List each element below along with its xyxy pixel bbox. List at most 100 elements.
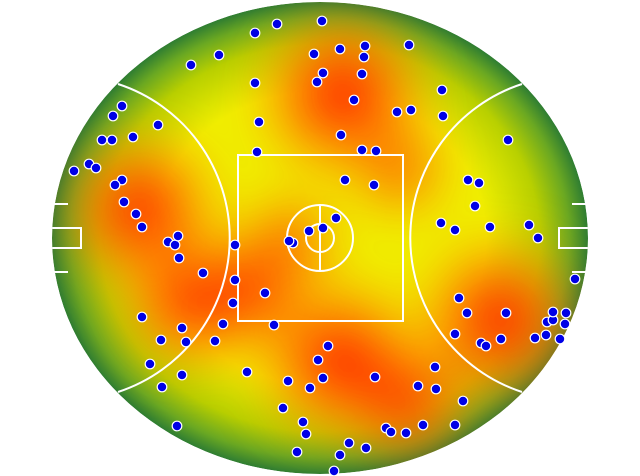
data-point	[343, 437, 355, 449]
data-point	[334, 43, 346, 55]
data-point	[547, 306, 559, 318]
data-point	[268, 319, 280, 331]
data-point	[356, 68, 368, 80]
data-point	[171, 420, 183, 432]
data-point	[560, 307, 572, 319]
hotspot-core	[377, 147, 423, 193]
data-point	[391, 106, 403, 118]
data-point	[348, 94, 360, 106]
data-point	[403, 39, 415, 51]
data-point	[453, 292, 465, 304]
data-point	[300, 428, 312, 440]
data-point	[370, 145, 382, 157]
data-point	[283, 235, 295, 247]
data-point	[559, 318, 571, 330]
data-point	[540, 329, 552, 341]
right-goal-square	[558, 227, 588, 249]
data-point	[155, 334, 167, 346]
data-point	[529, 332, 541, 344]
data-point	[185, 59, 197, 71]
data-point	[136, 221, 148, 233]
data-point	[297, 416, 309, 428]
data-point	[500, 307, 512, 319]
data-point	[322, 340, 334, 352]
centre-square	[237, 154, 404, 322]
data-point	[462, 174, 474, 186]
data-point	[449, 328, 461, 340]
hotspot-core	[297, 317, 383, 403]
data-point	[437, 110, 449, 122]
data-point	[241, 366, 253, 378]
data-point	[480, 340, 492, 352]
data-point	[176, 369, 188, 381]
data-point	[251, 146, 263, 158]
data-point	[229, 239, 241, 251]
data-point	[436, 84, 448, 96]
data-points	[68, 15, 581, 476]
data-point	[253, 116, 265, 128]
data-point	[90, 162, 102, 174]
left-arc	[117, 83, 231, 393]
data-point	[495, 333, 507, 345]
data-point	[109, 179, 121, 191]
data-point	[484, 221, 496, 233]
data-point	[358, 51, 370, 63]
data-point	[400, 427, 412, 439]
hotspot-core	[298, 50, 388, 140]
data-point	[127, 131, 139, 143]
data-point	[176, 322, 188, 334]
data-point	[317, 222, 329, 234]
data-point	[217, 318, 229, 330]
hotspot-core	[154, 264, 226, 336]
data-point	[449, 224, 461, 236]
data-point	[532, 232, 544, 244]
data-point	[68, 165, 80, 177]
data-point	[156, 381, 168, 393]
data-point	[311, 76, 323, 88]
data-point	[317, 372, 329, 384]
data-point	[116, 100, 128, 112]
data-point	[277, 402, 289, 414]
data-point	[304, 382, 316, 394]
data-point	[213, 49, 225, 61]
data-point	[118, 196, 130, 208]
data-point	[227, 297, 239, 309]
data-point	[291, 446, 303, 458]
hotspot-core	[371, 366, 439, 434]
data-point	[360, 442, 372, 454]
hotspot-core	[99, 169, 181, 251]
data-point	[172, 230, 184, 242]
data-point	[209, 335, 221, 347]
data-point	[569, 273, 581, 285]
data-point	[96, 134, 108, 146]
data-point	[502, 134, 514, 146]
data-point	[554, 333, 566, 345]
data-point	[429, 361, 441, 373]
field-markings	[52, 83, 588, 393]
data-point	[107, 110, 119, 122]
data-point	[317, 67, 329, 79]
data-point	[359, 40, 371, 52]
data-point	[316, 15, 328, 27]
data-point	[303, 225, 315, 237]
data-point	[328, 465, 340, 476]
data-point	[417, 419, 429, 431]
data-point	[197, 267, 209, 279]
data-point	[173, 252, 185, 264]
data-point	[339, 174, 351, 186]
left-goal-square	[52, 227, 82, 249]
data-point	[523, 219, 535, 231]
data-point	[180, 336, 192, 348]
data-point	[368, 179, 380, 191]
data-point	[249, 77, 261, 89]
data-point	[308, 48, 320, 60]
data-point	[144, 358, 156, 370]
data-point	[106, 134, 118, 146]
data-point	[356, 144, 368, 156]
data-point	[369, 371, 381, 383]
hotspot-core	[457, 277, 543, 363]
data-point	[330, 212, 342, 224]
data-point	[249, 27, 261, 39]
